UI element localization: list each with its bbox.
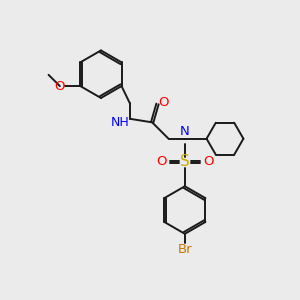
Text: NH: NH (111, 116, 130, 129)
Text: O: O (55, 80, 65, 93)
Text: Br: Br (178, 243, 192, 256)
Text: O: O (158, 96, 169, 109)
Text: O: O (203, 155, 213, 168)
Text: O: O (156, 155, 167, 168)
Text: N: N (180, 125, 190, 138)
Text: S: S (180, 154, 190, 169)
